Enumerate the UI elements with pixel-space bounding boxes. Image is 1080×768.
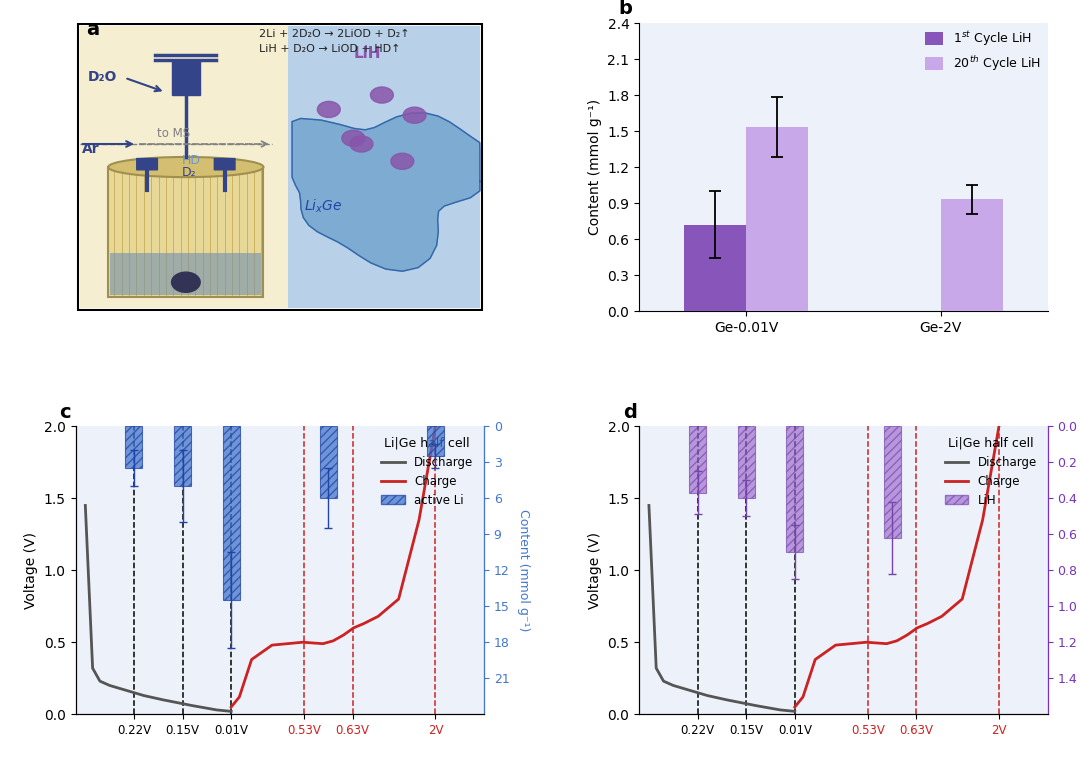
- Text: Li$_x$Ge: Li$_x$Ge: [305, 197, 342, 214]
- Text: LiH: LiH: [353, 45, 381, 61]
- Bar: [746, 127, 809, 311]
- Ellipse shape: [108, 157, 264, 177]
- Circle shape: [391, 154, 414, 170]
- Bar: [689, 426, 706, 493]
- Circle shape: [342, 131, 365, 146]
- Legend: Discharge, Charge, LiH: Discharge, Charge, LiH: [940, 432, 1042, 511]
- Text: HD: HD: [181, 154, 201, 167]
- Y-axis label: Voltage (V): Voltage (V): [25, 531, 38, 609]
- Text: 2Li + 2D₂O → 2LiOD + D₂↑: 2Li + 2D₂O → 2LiOD + D₂↑: [259, 29, 410, 39]
- FancyBboxPatch shape: [214, 158, 235, 170]
- Text: D₂: D₂: [181, 166, 197, 179]
- Bar: [684, 224, 746, 311]
- Bar: [786, 426, 804, 552]
- Circle shape: [172, 272, 200, 293]
- Bar: [738, 426, 755, 498]
- Polygon shape: [292, 113, 480, 271]
- Legend: 1$^{st}$ Cycle LiH, 20$^{th}$ Cycle LiH: 1$^{st}$ Cycle LiH, 20$^{th}$ Cycle LiH: [924, 29, 1041, 73]
- Bar: [883, 426, 901, 538]
- Y-axis label: Content (mmol g⁻¹): Content (mmol g⁻¹): [517, 509, 530, 631]
- Text: to MS: to MS: [158, 127, 190, 140]
- Polygon shape: [288, 26, 480, 308]
- Circle shape: [403, 107, 426, 123]
- FancyBboxPatch shape: [172, 61, 200, 95]
- FancyBboxPatch shape: [108, 167, 264, 296]
- Text: LiH + D₂O → LiOD + HD↑: LiH + D₂O → LiOD + HD↑: [259, 44, 401, 54]
- Circle shape: [370, 87, 393, 103]
- Legend: Discharge, Charge, active Li: Discharge, Charge, active Li: [376, 432, 478, 511]
- Bar: [320, 426, 337, 498]
- FancyBboxPatch shape: [136, 158, 158, 170]
- Bar: [174, 426, 191, 486]
- Bar: [941, 200, 1003, 311]
- Text: Ar: Ar: [82, 141, 99, 156]
- Y-axis label: Voltage (V): Voltage (V): [588, 531, 602, 609]
- Text: a: a: [85, 19, 99, 38]
- FancyBboxPatch shape: [78, 25, 482, 310]
- Y-axis label: Content (mmol g⁻¹): Content (mmol g⁻¹): [588, 99, 602, 235]
- Text: c: c: [59, 402, 71, 422]
- Text: D₂O: D₂O: [87, 70, 118, 84]
- Circle shape: [350, 136, 373, 152]
- Polygon shape: [80, 26, 288, 308]
- Bar: [427, 426, 444, 456]
- Text: b: b: [619, 0, 633, 18]
- Polygon shape: [110, 253, 261, 295]
- Text: d: d: [623, 402, 637, 422]
- Bar: [125, 426, 143, 468]
- Circle shape: [318, 101, 340, 118]
- Bar: [222, 426, 240, 601]
